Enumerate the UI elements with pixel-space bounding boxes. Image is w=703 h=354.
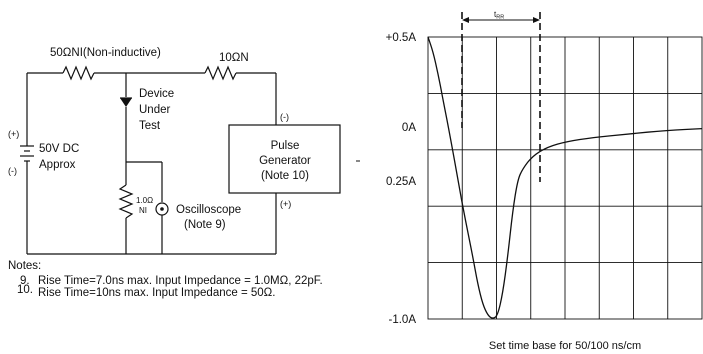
pulse-gen-plus-label: (+) [280,199,291,209]
y-tick-label-minus-1-0a: -1.0A [389,314,417,326]
battery-symbol [20,145,34,162]
scope-label-line-2: (Note 9) [184,219,226,231]
scope-label-line-1: Oscilloscope [176,204,241,216]
sense-resistor-label-line-1: 1.0Ω [136,196,153,205]
supply-label-line-1: 50V DC [39,143,79,155]
supply-minus-label: (-) [8,166,17,176]
notes-heading: Notes: [8,260,41,272]
pulse-gen-label-line-3: (Note 10) [261,170,309,182]
pulse-gen-label-line-1: Pulse [271,140,300,152]
resistor-50-ohm [62,65,95,81]
x-axis-label: Set time base for 50/100 ns/cm [489,340,641,352]
chart-grid [428,37,702,319]
circuit-diagram: 50ΩNI(Non-inductive) 10ΩN Device Under T… [8,47,360,255]
diode-dut [120,97,132,107]
note-9-text: Rise Time=7.0ns max. Input Impedance = 1… [38,275,323,287]
pulse-gen-label-line-2: Generator [259,155,311,167]
note-10-text: Rise Time=10ns max. Input Impedance = 50… [38,287,275,299]
supply-plus-label: (+) [8,129,19,139]
dut-label-line-3: Test [139,120,161,132]
resistor-50-ohm-label: 50ΩNI(Non-inductive) [50,47,161,59]
pulse-generator-box [228,124,341,194]
resistor-10-ohm-label: 10ΩN [219,52,249,64]
notes-block: Notes: 9. Rise Time=7.0ns max. Input Imp… [8,260,323,299]
dut-label-line-2: Under [139,104,170,116]
note-10-number: 10. [17,284,33,296]
reverse-recovery-chart: +0.5A 0A 0.25A -1.0A tRR Set time base f… [386,10,703,352]
y-tick-label-0a: 0A [402,122,416,134]
pulse-gen-minus-label: (-) [280,112,289,122]
y-tick-label-0-25a: 0.25A [386,176,416,188]
supply-label-line-2: Approx [39,159,76,171]
dut-label-line-1: Device [139,88,174,100]
trr-label: tRR [494,10,504,21]
resistor-10-ohm [204,65,237,81]
note-9-number: 9. [20,275,30,287]
sense-resistor-label-line-2: NI [139,206,147,215]
trr-arrow [462,17,540,23]
y-tick-label-plus-0-5a: +0.5A [386,32,417,44]
waveform-series [427,36,703,319]
resistor-1-ohm [118,184,134,219]
